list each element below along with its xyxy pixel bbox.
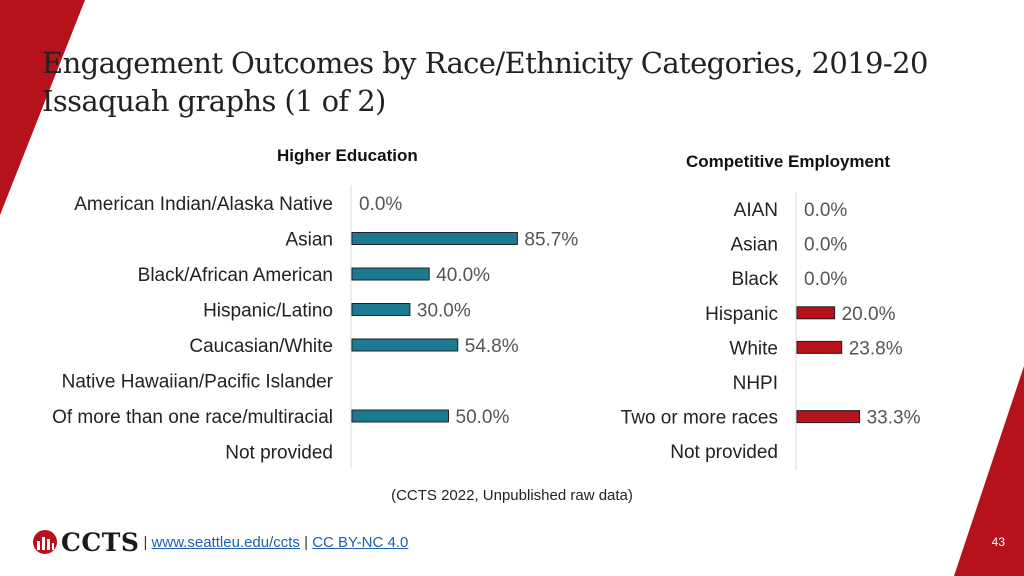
slide-title-line-1: Engagement Outcomes by Race/Ethnicity Ca…	[42, 46, 928, 80]
category-label: NHPI	[733, 373, 778, 394]
category-label: AIAN	[734, 200, 778, 221]
category-label: Black/African American	[138, 265, 333, 286]
chart-competitive-employment: AIAN 0.0% Asian 0.0% Black 0.0% Hispanic 20.0% W…	[621, 192, 921, 470]
bar	[351, 338, 459, 352]
chart-higher-education: American Indian/Alaska Native 0.0% Asian 85…	[52, 185, 578, 468]
bar	[351, 232, 518, 245]
source-note: (CCTS 2022, Unpublished raw data)	[391, 487, 633, 504]
data-label: 40.0%	[436, 265, 490, 286]
bar	[796, 340, 843, 354]
ccts-logo-icon	[33, 530, 57, 554]
data-label: 20.0%	[842, 304, 896, 325]
data-label: 0.0%	[804, 200, 847, 221]
bar	[351, 409, 449, 423]
footer-separator-2: |	[304, 533, 309, 551]
chart-title-higher-education: Higher Education	[277, 146, 418, 165]
category-label: Black	[732, 269, 779, 290]
category-label: Not provided	[670, 442, 778, 463]
category-label: White	[729, 338, 778, 359]
ccts-logo-text: CCTS	[61, 527, 140, 557]
bar	[796, 410, 861, 424]
category-label: Hispanic	[705, 304, 778, 325]
data-label: 30.0%	[417, 301, 471, 322]
bar	[796, 306, 836, 320]
data-label: 0.0%	[804, 235, 847, 256]
ccts-website-link[interactable]: www.seattleu.edu/ccts	[151, 533, 300, 551]
category-label: Two or more races	[621, 408, 778, 429]
footer: CCTS | www.seattleu.edu/ccts | CC BY-NC …	[32, 528, 408, 557]
corner-accent-top-left	[0, 0, 85, 215]
category-label: American Indian/Alaska Native	[74, 194, 333, 215]
license-link[interactable]: CC BY-NC 4.0	[312, 533, 409, 551]
data-label: 33.3%	[867, 408, 921, 429]
footer-separator-1: |	[143, 533, 148, 551]
page-number: 43	[991, 535, 1005, 549]
category-label: Not provided	[225, 443, 333, 464]
category-label: Of more than one race/multiracial	[52, 407, 333, 428]
category-label: Asian	[285, 230, 333, 251]
footer-links: | www.seattleu.edu/ccts | CC BY-NC 4.0	[143, 534, 408, 551]
data-label: 54.8%	[465, 336, 519, 357]
bar	[351, 267, 430, 281]
data-label: 85.7%	[524, 230, 578, 251]
category-label: Asian	[730, 235, 778, 256]
data-label: 0.0%	[804, 269, 847, 290]
category-label: Hispanic/Latino	[203, 301, 333, 322]
slide-title: Engagement Outcomes by Race/Ethnicity Ca…	[42, 44, 1002, 120]
category-label: Caucasian/White	[189, 336, 333, 357]
category-label: Native Hawaiian/Pacific Islander	[62, 372, 334, 393]
data-label: 23.8%	[849, 338, 903, 359]
slide-title-line-2: Issaquah graphs (1 of 2)	[42, 84, 386, 118]
ccts-logo: CCTS	[32, 528, 139, 557]
bar	[351, 303, 411, 316]
data-label: 0.0%	[359, 194, 402, 215]
chart-title-competitive-employment: Competitive Employment	[686, 152, 891, 171]
data-label: 50.0%	[456, 407, 510, 428]
corner-accent-bottom-right	[954, 366, 1024, 576]
